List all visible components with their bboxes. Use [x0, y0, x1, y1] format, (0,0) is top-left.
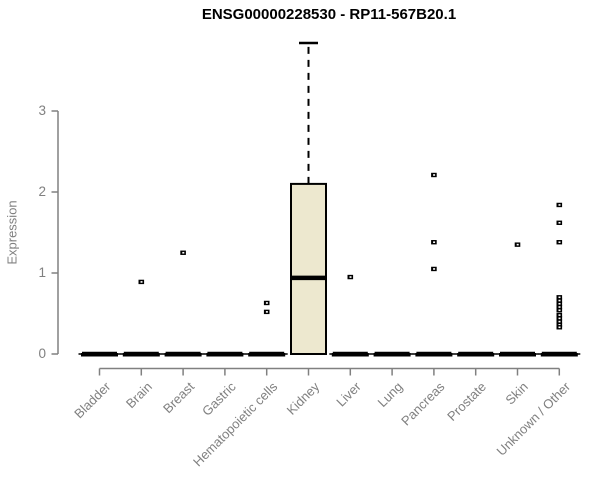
outlier-point-center — [433, 241, 436, 244]
outlier-point-center — [558, 320, 561, 323]
outlier-point-center — [558, 302, 561, 305]
y-tick-label: 0 — [38, 346, 46, 361]
outlier-point-center — [558, 241, 561, 244]
outlier-point-center — [558, 314, 561, 316]
outlier-point-center — [558, 326, 561, 329]
outlier-point-center — [140, 281, 143, 283]
y-tick-label: 2 — [38, 184, 46, 199]
outlier-point-center — [558, 296, 561, 299]
outlier-point-center — [265, 302, 268, 304]
outlier-point-center — [516, 243, 519, 246]
iqr-box — [290, 182, 327, 355]
outlier-point-center — [558, 306, 561, 308]
outlier-point-center — [558, 317, 561, 320]
outlier-point-center — [558, 324, 561, 326]
outlier-point-center — [433, 268, 436, 270]
outlier-point-center — [265, 311, 268, 313]
outlier-point-center — [433, 174, 436, 176]
outlier-point-center — [558, 309, 561, 312]
y-tick-label: 3 — [38, 103, 46, 118]
y-tick-label: 1 — [38, 265, 46, 280]
outlier-point-center — [558, 221, 561, 224]
chart-title: ENSG00000228530 - RP11-567B20.1 — [201, 6, 457, 23]
outlier-point-center — [349, 276, 352, 278]
outlier-point-center — [558, 299, 561, 302]
outlier-point-center — [182, 251, 185, 254]
outlier-point-center — [558, 204, 561, 206]
